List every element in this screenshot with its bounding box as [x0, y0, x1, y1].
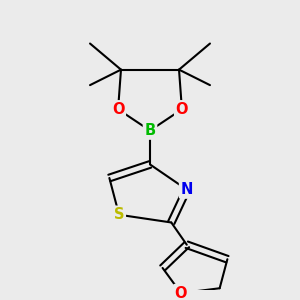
Text: O: O — [176, 102, 188, 117]
Text: S: S — [114, 207, 124, 222]
Text: O: O — [175, 286, 187, 300]
Text: N: N — [181, 182, 193, 197]
Text: O: O — [112, 102, 124, 117]
Text: B: B — [144, 123, 156, 138]
